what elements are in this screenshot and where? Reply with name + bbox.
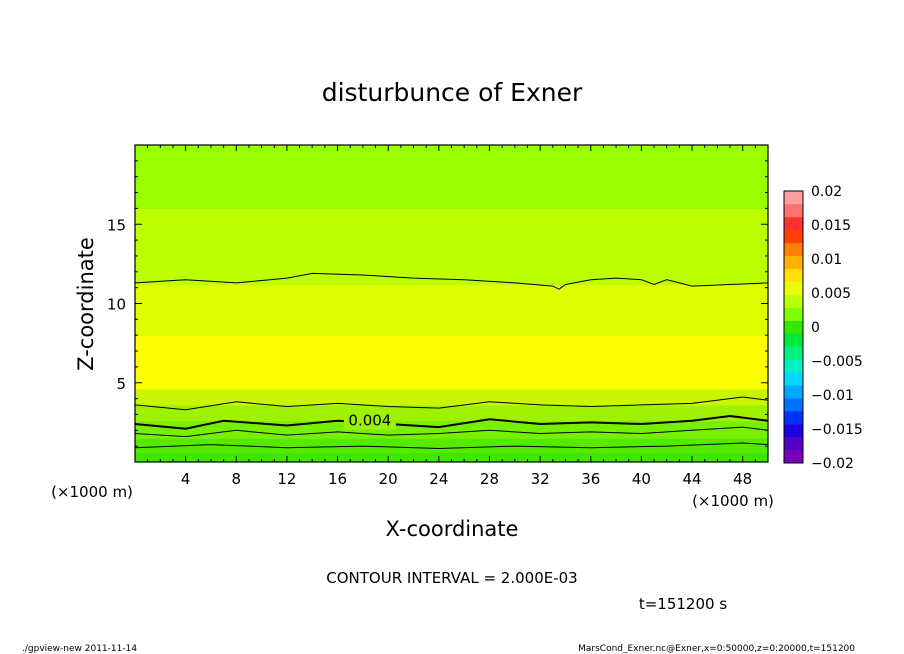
colorbar-swatch-9 [784, 333, 803, 347]
contour-line-3 [134, 396, 769, 411]
colorbar-swatch-2 [784, 424, 803, 438]
colorbar-swatch-4 [784, 398, 803, 412]
x-tick-label: 44 [682, 470, 701, 488]
field-band-5 [135, 335, 768, 390]
contour-lines: 0.004 [134, 272, 769, 450]
y-tick-label: 15 [107, 216, 126, 234]
field-band-4 [135, 389, 768, 406]
colorbar-swatch-20 [784, 191, 803, 205]
colorbar-swatch-18 [784, 216, 803, 231]
time-label: t=151200 s [639, 595, 727, 613]
y-tick-label: 10 [107, 296, 126, 314]
colorbar-swatch-11 [784, 307, 803, 321]
colorbar [784, 191, 803, 464]
field-band-7 [135, 208, 768, 285]
x-tick-label: 24 [429, 470, 448, 488]
colorbar-swatch-5 [784, 385, 803, 399]
field-band-0 [135, 452, 768, 463]
colorbar-tick-label: 0.01 [811, 252, 842, 268]
x-tick-label: 12 [277, 470, 296, 488]
x-tick-label: 28 [480, 470, 499, 488]
chart-title: disturbunce of Exner [322, 78, 583, 107]
colorbar-tick-label: −0.015 [811, 422, 863, 438]
colorbar-swatch-15 [784, 255, 803, 270]
x-tick-label: 36 [581, 470, 600, 488]
colorbar-swatch-0 [784, 450, 803, 464]
colorbar-tick-label: 0.005 [811, 286, 851, 302]
x-unit-left: (×1000 m) [51, 483, 133, 501]
field-band-3 [135, 404, 768, 422]
contour-label: 0.004 [348, 412, 391, 430]
plot-field [135, 145, 768, 463]
colorbar-tick-label: 0.02 [811, 184, 842, 200]
colorbar-swatch-12 [784, 294, 803, 308]
y-axis-ticks: 5 10 15 [107, 160, 768, 447]
footer-left: ./gpview-new 2011-11-14 [22, 644, 137, 654]
field-band-1 [135, 438, 768, 453]
colorbar-labels: 0.02 0.015 0.01 0.005 0 −0.005 −0.01 −0.015 −0.0… [811, 184, 863, 472]
colorbar-swatch-10 [784, 320, 803, 334]
colorbar-swatch-1 [784, 437, 803, 451]
colorbar-swatch-7 [784, 359, 803, 373]
field-band-8 [135, 145, 768, 209]
colorbar-swatch-14 [784, 268, 803, 282]
colorbar-tick-label: −0.01 [811, 388, 854, 404]
field-band-6 [135, 284, 768, 336]
colorbar-swatch-17 [784, 229, 803, 244]
x-tick-label: 4 [181, 470, 191, 488]
colorbar-swatch-3 [784, 411, 803, 425]
footer-right: MarsCond_Exner.nc@Exner,x=0:50000,z=0:20… [578, 644, 855, 654]
x-tick-label: 20 [379, 470, 398, 488]
y-axis-label: Z-coordinate [74, 237, 98, 371]
x-tick-label: 32 [531, 470, 550, 488]
x-tick-label: 40 [632, 470, 651, 488]
colorbar-swatch-13 [784, 281, 803, 295]
colorbar-tick-label: 0.015 [811, 218, 851, 234]
colorbar-tick-label: −0.02 [811, 456, 854, 472]
x-tick-label: 16 [328, 470, 347, 488]
contour-line-0 [134, 442, 769, 450]
contour-line-4 [134, 272, 769, 290]
colorbar-tick-label: −0.005 [811, 354, 863, 370]
colorbar-swatch-8 [784, 346, 803, 360]
contour-line-2 [134, 414, 769, 430]
colorbar-swatch-16 [784, 242, 803, 257]
x-axis-ticks: 4 8 12 16 20 24 28 32 36 40 44 48 [147, 145, 756, 488]
colorbar-frame [783, 190, 804, 464]
contour-line-1 [134, 426, 769, 438]
colorbar-swatch-19 [784, 203, 803, 218]
x-unit-right: (×1000 m) [692, 492, 774, 510]
field-band-2 [135, 420, 768, 439]
contour-label-bg [343, 411, 396, 430]
x-tick-label: 48 [733, 470, 752, 488]
contour-interval: CONTOUR INTERVAL = 2.000E-03 [326, 569, 577, 587]
y-tick-label: 5 [116, 375, 126, 393]
colorbar-swatch-6 [784, 372, 803, 386]
x-tick-label: 8 [232, 470, 242, 488]
colorbar-tick-label: 0 [811, 320, 820, 336]
x-axis-label: X-coordinate [386, 517, 519, 541]
